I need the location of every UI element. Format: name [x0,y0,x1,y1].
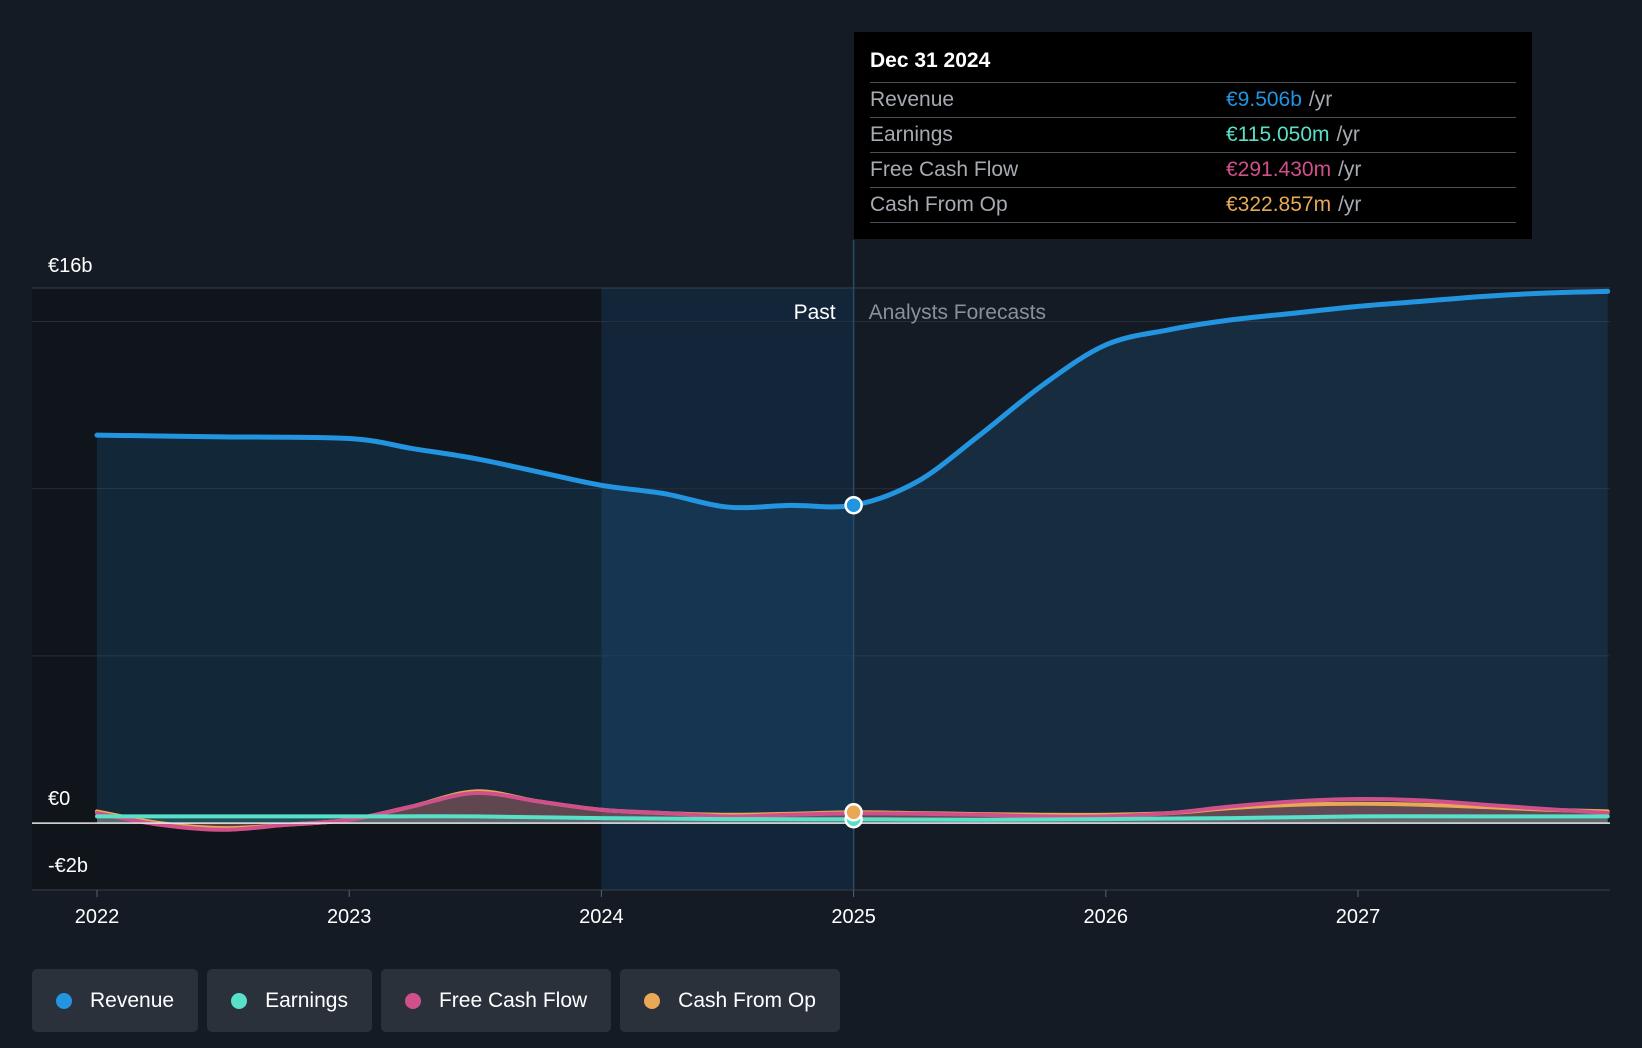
cash-from-op-marker [844,803,863,822]
tooltip-row-unit: /yr [1308,88,1333,111]
revenue-area [97,291,1608,824]
x-tick-label: 2023 [327,906,372,928]
past-label: Past [794,301,836,324]
tooltip-date: Dec 31 2024 [870,46,1516,83]
legend-dot-icon [56,992,72,1009]
revenue-line [94,288,1611,511]
free-cash-flow-area [97,792,1608,830]
legend-label: Cash From Op [678,988,816,1012]
legend-dot-icon [644,992,661,1009]
tooltip-row-label: Earnings [870,123,953,146]
legend-label: Free Cash Flow [438,988,588,1012]
x-tick-label: 2027 [1336,906,1381,928]
data-tooltip: Dec 31 2024 Revenue €9.506b /yr Earnings… [854,32,1532,239]
y-tick-bottom: -€2b [48,855,88,877]
x-tick-label: 2026 [1084,906,1129,928]
hover-markers [844,495,863,829]
tooltip-row-value: €9.506b [1226,88,1302,111]
tooltip-row-cash-from-op: Cash From Op €322.857m /yr [870,188,1516,223]
legend-label: Earnings [265,988,348,1012]
x-axis-ticks: 2022 2023 2024 2025 2026 2027 [75,890,1381,928]
chart-legend: Revenue Earnings Free Cash Flow Cash Fro… [32,969,840,1032]
revenue-marker [844,495,863,515]
x-tick-label: 2024 [579,906,624,928]
past-region-shade [32,288,602,890]
tooltip-row-label: Free Cash Flow [870,158,1019,181]
tooltip-row-unit: /yr [1336,123,1360,146]
legend-item-earnings[interactable]: Earnings [207,969,372,1032]
recent-region-highlight [601,288,854,890]
tooltip-row-earnings: Earnings €115.050m /yr [870,118,1516,153]
legend-label: Revenue [90,988,175,1012]
legend-item-free-cash-flow[interactable]: Free Cash Flow [380,969,612,1032]
tooltip-row-free-cash-flow: Free Cash Flow €291.430m /yr [870,153,1516,188]
x-tick-label: 2022 [75,906,120,928]
x-tick-label: 2025 [831,906,876,928]
tooltip-row-value: €291.430m [1226,158,1332,181]
tooltip-row-label: Cash From Op [870,193,1008,216]
gridlines [32,287,1610,657]
legend-item-cash-from-op[interactable]: Cash From Op [620,969,840,1032]
legend-dot-icon [231,992,248,1009]
tooltip-row-unit: /yr [1338,193,1362,216]
legend-dot-icon [404,992,421,1009]
forecast-label: Analysts Forecasts [869,301,1046,324]
tooltip-row-value: €322.857m [1226,193,1332,216]
tooltip-row-value: €115.050m [1226,123,1330,146]
tooltip-row-label: Revenue [870,88,955,111]
y-tick-zero: €0 [48,788,70,810]
tooltip-row-revenue: Revenue €9.506b /yr [870,83,1516,118]
legend-item-revenue[interactable]: Revenue [32,969,199,1032]
y-tick-top: €16b [48,255,93,277]
tooltip-row-unit: /yr [1338,158,1362,181]
